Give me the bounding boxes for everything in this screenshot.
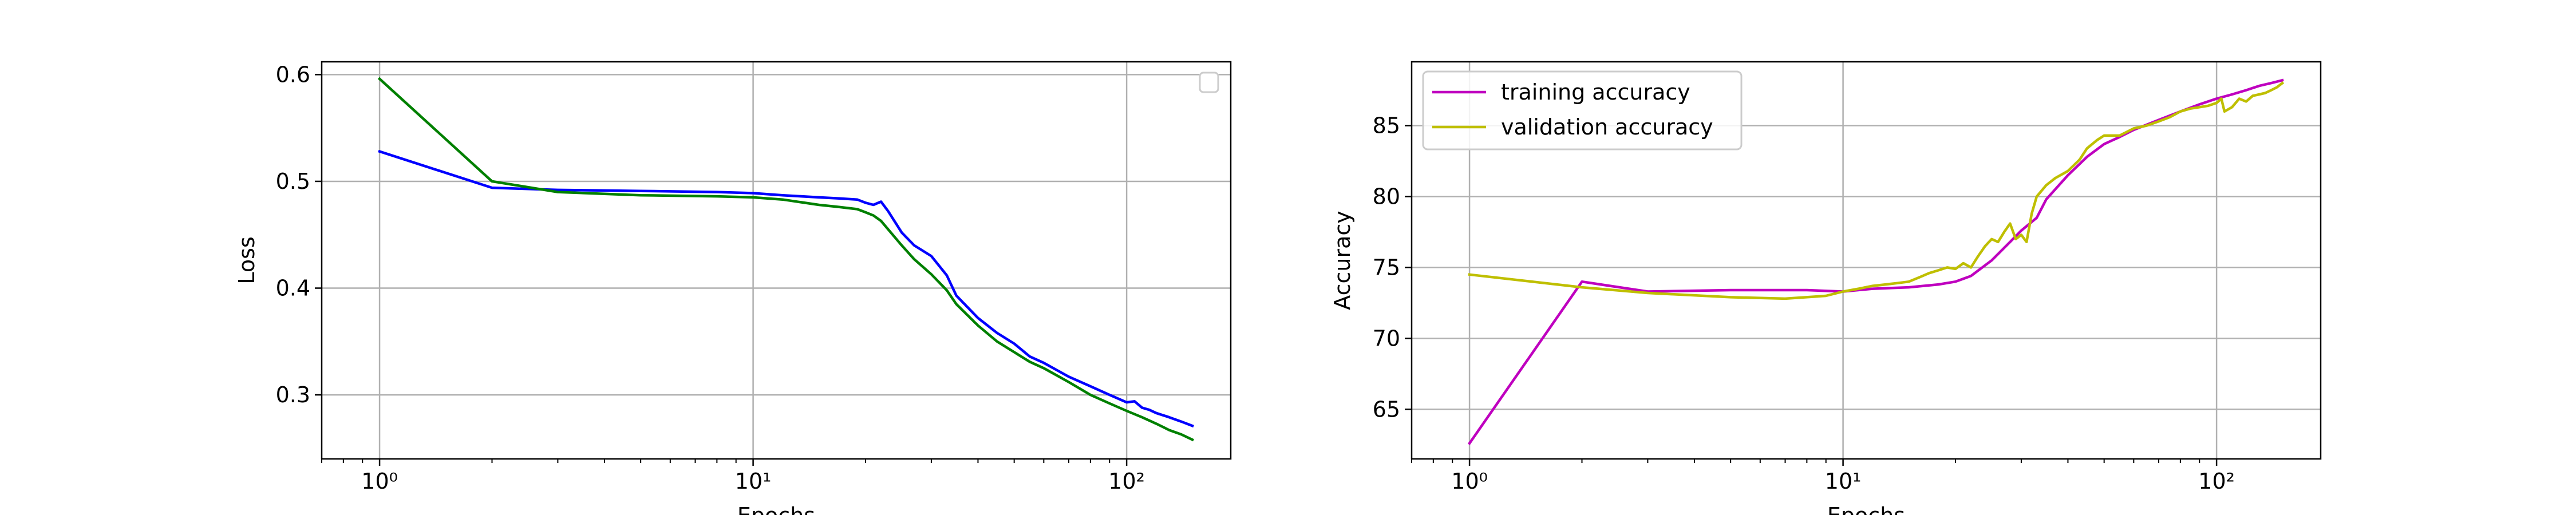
accuracy-chart: 10⁰ 10¹ 10² 65 70 75 80 85 Accuracy Epochs trai… bbox=[1330, 61, 2322, 515]
loss-y-tick-label: 0.6 bbox=[276, 62, 310, 87]
accuracy-y-tick-label: 80 bbox=[1373, 184, 1400, 209]
accuracy-y-tick-label: 75 bbox=[1373, 255, 1400, 280]
legend-box bbox=[1422, 70, 1743, 150]
accuracy-x-tick-label: 10⁰ bbox=[1451, 469, 1488, 494]
loss-y-axis-label: Loss bbox=[234, 236, 259, 284]
legend-label-training-accuracy: training accuracy bbox=[1501, 80, 1690, 105]
loss-line-series-2 bbox=[377, 77, 1194, 442]
loss-ticks: 10⁰ 10¹ 10² 0.3 0.4 0.5 0.6 bbox=[276, 62, 1145, 494]
accuracy-x-axis-label: Epochs bbox=[1827, 503, 1905, 515]
loss-x-axis-label: Epochs bbox=[737, 503, 815, 515]
loss-x-tick-label: 10² bbox=[1108, 469, 1145, 494]
accuracy-series-group bbox=[1467, 78, 2285, 445]
accuracy-x-tick-label: 10² bbox=[2198, 469, 2235, 494]
loss-chart: 10⁰ 10¹ 10² 0.3 0.4 0.5 0.6 Loss Epochs bbox=[234, 61, 1232, 515]
loss-plot-frame bbox=[321, 61, 1232, 460]
accuracy-y-tick-label: 70 bbox=[1373, 326, 1400, 351]
accuracy-plot-frame bbox=[1411, 61, 2322, 460]
loss-y-tick-label: 0.4 bbox=[276, 276, 310, 301]
accuracy-x-tick-label: 10¹ bbox=[1825, 469, 1862, 494]
loss-empty-legend-box bbox=[1199, 72, 1219, 93]
loss-x-tick-label: 10⁰ bbox=[361, 469, 398, 494]
accuracy-y-tick-label: 65 bbox=[1373, 397, 1400, 422]
accuracy-ticks: 10⁰ 10¹ 10² 65 70 75 80 85 bbox=[1373, 113, 2235, 494]
loss-line-series-1 bbox=[378, 149, 1194, 428]
accuracy-line-training-accuracy bbox=[1467, 78, 2284, 445]
loss-y-tick-label: 0.3 bbox=[276, 382, 310, 407]
accuracy-line-validation-accuracy bbox=[1468, 81, 2285, 300]
accuracy-y-tick-label: 85 bbox=[1373, 113, 1400, 138]
accuracy-legend: training accuracy validation accuracy bbox=[1422, 70, 1743, 150]
loss-series-group bbox=[377, 77, 1194, 442]
loss-y-tick-label: 0.5 bbox=[276, 169, 310, 194]
legend-label-validation-accuracy: validation accuracy bbox=[1501, 114, 1713, 140]
accuracy-y-axis-label: Accuracy bbox=[1330, 211, 1355, 310]
loss-x-tick-label: 10¹ bbox=[735, 469, 772, 494]
